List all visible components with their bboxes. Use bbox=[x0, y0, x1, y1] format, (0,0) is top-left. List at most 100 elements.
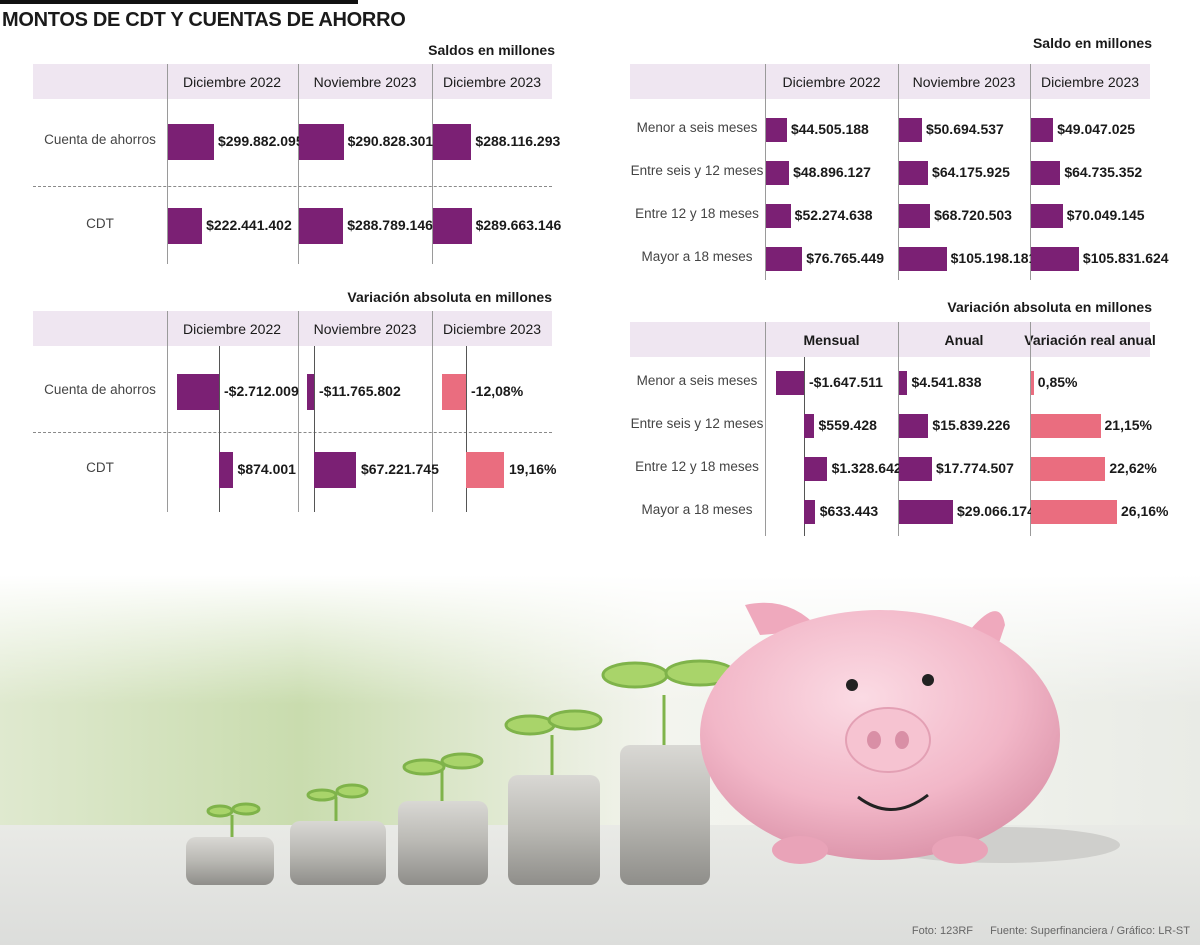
bar bbox=[219, 452, 233, 488]
chart-title: Saldo en millones bbox=[1032, 35, 1152, 51]
bar bbox=[1031, 118, 1054, 142]
column-divider bbox=[298, 311, 299, 512]
column-divider bbox=[432, 64, 433, 264]
column-header: Mensual bbox=[803, 331, 860, 348]
column-header: Noviembre 2023 bbox=[912, 73, 1016, 90]
data-label: $105.198.181 bbox=[950, 250, 1037, 266]
column-divider bbox=[167, 64, 168, 264]
column-header: Anual bbox=[944, 331, 984, 348]
coin-stacks bbox=[186, 745, 710, 885]
bar bbox=[1031, 457, 1106, 481]
bar bbox=[1031, 414, 1101, 438]
data-label: $105.831.624 bbox=[1082, 250, 1169, 266]
data-label: -$1.647.511 bbox=[809, 374, 883, 390]
data-label: $288.789.146 bbox=[347, 217, 433, 233]
zero-axis bbox=[219, 346, 220, 512]
piggy-bank-icon bbox=[700, 602, 1120, 864]
bar bbox=[177, 374, 219, 410]
column-divider bbox=[1030, 64, 1031, 280]
data-label: $559.428 bbox=[818, 417, 877, 433]
data-label: $874.001 bbox=[237, 461, 296, 477]
bar bbox=[899, 161, 929, 185]
data-label: $49.047.025 bbox=[1057, 121, 1136, 137]
row-separator bbox=[33, 432, 552, 433]
photo-credit: Foto: 123RF bbox=[911, 925, 973, 937]
page-title: MONTOS DE CDT Y CUENTAS DE AHORRO bbox=[2, 9, 406, 31]
bar bbox=[766, 247, 803, 271]
zero-axis bbox=[466, 346, 467, 512]
data-label: $64.735.352 bbox=[1064, 164, 1143, 180]
bar bbox=[314, 452, 356, 488]
data-label: $70.049.145 bbox=[1066, 207, 1145, 223]
column-header: Noviembre 2023 bbox=[313, 320, 417, 337]
column-divider bbox=[432, 311, 433, 512]
chart-title: Variación absoluta en millones bbox=[947, 299, 1152, 315]
bar bbox=[899, 371, 908, 395]
data-label: -$2.712.009 bbox=[224, 383, 299, 399]
data-label: 22,62% bbox=[1109, 460, 1157, 476]
bar bbox=[466, 452, 504, 488]
row-label: Mayor a 18 meses bbox=[641, 502, 753, 517]
column-divider bbox=[765, 64, 766, 280]
row-label: Cuenta de ahorros bbox=[44, 132, 156, 147]
bar bbox=[1031, 204, 1063, 228]
column-header: Noviembre 2023 bbox=[313, 73, 417, 90]
chart-title: Variación absoluta en millones bbox=[347, 289, 552, 305]
table-header bbox=[630, 64, 1150, 99]
data-label: 0,85% bbox=[1037, 374, 1078, 390]
column-header: Diciembre 2022 bbox=[182, 73, 282, 90]
bar bbox=[899, 118, 922, 142]
row-label: Cuenta de ahorros bbox=[44, 382, 156, 397]
sprouts bbox=[206, 659, 736, 837]
column-header: Diciembre 2022 bbox=[782, 73, 881, 90]
data-label: $15.839.226 bbox=[932, 417, 1011, 433]
data-label: $633.443 bbox=[819, 503, 879, 519]
credits: Foto: 123RF Fuente: Superfinanciera / Gr… bbox=[898, 925, 1190, 937]
title-rule bbox=[0, 0, 358, 4]
bar bbox=[433, 124, 472, 160]
column-header: Diciembre 2023 bbox=[442, 73, 542, 90]
row-label: Mayor a 18 meses bbox=[641, 249, 753, 264]
data-label: $222.441.402 bbox=[206, 217, 292, 233]
data-label: -$11.765.802 bbox=[319, 383, 401, 399]
bar bbox=[804, 500, 815, 524]
data-label: $290.828.301 bbox=[347, 133, 434, 149]
row-label: CDT bbox=[86, 460, 114, 475]
piggy-bank-photo bbox=[0, 575, 1200, 945]
table-header bbox=[33, 311, 552, 346]
column-divider bbox=[765, 322, 766, 536]
row-label: Entre 12 y 18 meses bbox=[635, 459, 759, 474]
data-label: $44.505.188 bbox=[790, 121, 869, 137]
table-header bbox=[33, 64, 552, 99]
row-label: Entre 12 y 18 meses bbox=[635, 206, 759, 221]
column-divider bbox=[167, 311, 168, 512]
bar bbox=[1031, 161, 1061, 185]
data-label: $17.774.507 bbox=[936, 460, 1014, 476]
column-header: Diciembre 2023 bbox=[1040, 73, 1140, 90]
bar bbox=[168, 208, 203, 244]
bar bbox=[899, 500, 953, 524]
column-header: Variación real anual bbox=[1024, 331, 1156, 348]
data-label: $67.221.745 bbox=[361, 461, 439, 477]
bar bbox=[168, 124, 214, 160]
bar bbox=[299, 124, 344, 160]
bar bbox=[433, 208, 472, 244]
zero-axis bbox=[314, 346, 315, 512]
column-divider bbox=[898, 322, 899, 536]
data-label: 19,16% bbox=[509, 461, 557, 477]
zero-axis bbox=[804, 357, 805, 536]
bar bbox=[804, 457, 827, 481]
data-label: $289.663.146 bbox=[475, 217, 562, 233]
row-label: CDT bbox=[86, 216, 114, 231]
data-label: $68.720.503 bbox=[934, 207, 1012, 223]
column-divider bbox=[1030, 322, 1031, 536]
column-divider bbox=[898, 64, 899, 280]
table-header bbox=[630, 322, 1150, 357]
column-header: Diciembre 2023 bbox=[442, 320, 542, 337]
data-label: $4.541.838 bbox=[911, 374, 982, 390]
bar bbox=[1031, 500, 1117, 524]
column-header: Diciembre 2022 bbox=[182, 320, 282, 337]
data-label: $288.116.293 bbox=[475, 133, 561, 149]
chart-title: Saldos en millones bbox=[428, 42, 555, 58]
bar bbox=[776, 371, 804, 395]
